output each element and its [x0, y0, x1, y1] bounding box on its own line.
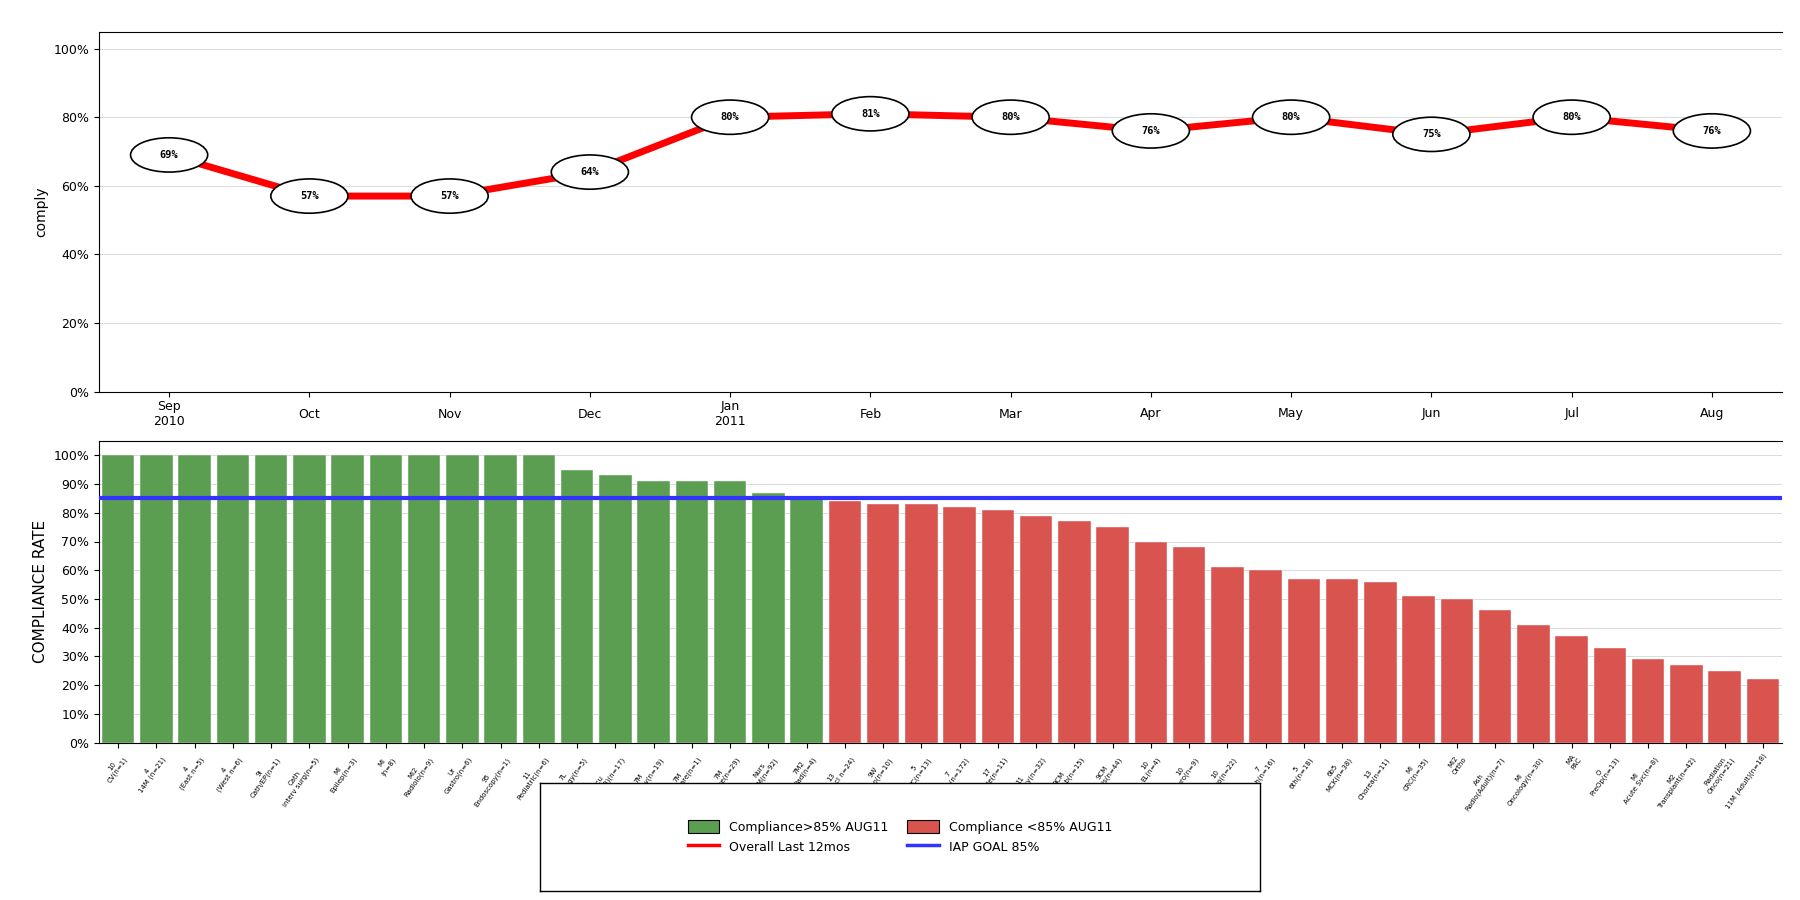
Text: Jul: Jul — [1564, 408, 1579, 420]
Text: Mar: Mar — [999, 408, 1022, 420]
Bar — [1480, 610, 1512, 742]
Ellipse shape — [410, 179, 488, 213]
Ellipse shape — [551, 155, 628, 189]
Bar — [484, 455, 517, 742]
Bar — [1402, 596, 1435, 742]
Text: 81%: 81% — [860, 109, 880, 119]
Bar — [905, 504, 938, 742]
Bar — [256, 455, 288, 742]
Bar — [790, 499, 823, 742]
Bar — [562, 470, 594, 742]
Bar — [1096, 527, 1129, 742]
Text: Feb: Feb — [859, 408, 882, 420]
Bar — [868, 504, 900, 742]
Text: Apr: Apr — [1139, 408, 1161, 420]
Text: 57%: 57% — [441, 191, 459, 201]
Text: Oct: Oct — [299, 408, 320, 420]
Ellipse shape — [1534, 100, 1611, 134]
Ellipse shape — [1253, 100, 1330, 134]
Text: 76%: 76% — [1703, 126, 1721, 136]
Bar — [331, 455, 364, 742]
Y-axis label: comply: comply — [34, 186, 49, 237]
Text: 76%: 76% — [1141, 126, 1161, 136]
Bar — [369, 455, 401, 742]
Text: 80%: 80% — [1001, 112, 1021, 122]
Bar — [1555, 636, 1588, 742]
Bar — [1593, 648, 1625, 742]
Ellipse shape — [1112, 113, 1190, 148]
Bar — [1021, 516, 1053, 742]
Text: 69%: 69% — [160, 150, 178, 160]
Bar — [1174, 547, 1206, 742]
Text: 57%: 57% — [301, 191, 319, 201]
Text: Jan
2011: Jan 2011 — [715, 400, 745, 428]
Ellipse shape — [972, 100, 1049, 134]
Legend: Compliance>85% AUG11, Overall Last 12mos, Compliance <85% AUG11, IAP GOAL 85%: Compliance>85% AUG11, Overall Last 12mos… — [682, 814, 1118, 860]
Bar — [1134, 542, 1166, 742]
Bar — [1327, 579, 1359, 742]
Bar — [1287, 579, 1319, 742]
Y-axis label: COMPLIANCE RATE: COMPLIANCE RATE — [32, 520, 49, 663]
Bar — [1670, 665, 1703, 742]
Bar — [599, 475, 632, 742]
Bar — [409, 455, 441, 742]
Bar — [981, 510, 1013, 742]
Bar — [637, 482, 670, 742]
Bar — [293, 455, 326, 742]
Bar — [1708, 670, 1741, 742]
Text: May: May — [1278, 408, 1303, 420]
Bar — [216, 455, 248, 742]
Bar — [522, 455, 554, 742]
Bar — [140, 455, 173, 742]
Bar — [1440, 598, 1472, 742]
Bar — [1364, 581, 1397, 742]
Text: Nov: Nov — [437, 408, 463, 420]
Text: Aug: Aug — [1699, 408, 1724, 420]
Bar — [943, 507, 976, 742]
Ellipse shape — [832, 96, 909, 130]
Ellipse shape — [270, 179, 347, 213]
Bar — [828, 501, 860, 742]
Text: 75%: 75% — [1422, 130, 1440, 140]
Bar — [675, 482, 707, 742]
Text: 64%: 64% — [580, 167, 599, 177]
Bar — [1517, 625, 1550, 742]
Bar — [103, 455, 135, 742]
Text: 80%: 80% — [1562, 112, 1580, 122]
Text: Sep
2010: Sep 2010 — [153, 400, 185, 428]
Bar — [1633, 659, 1665, 742]
Bar — [1211, 567, 1244, 742]
Ellipse shape — [131, 138, 207, 172]
Bar — [1249, 571, 1282, 742]
Bar — [178, 455, 211, 742]
Bar — [752, 492, 785, 742]
Bar — [1746, 680, 1778, 742]
Ellipse shape — [1393, 117, 1471, 151]
Text: Jun: Jun — [1422, 408, 1442, 420]
Ellipse shape — [1674, 113, 1750, 148]
Bar — [446, 455, 479, 742]
Text: 80%: 80% — [720, 112, 740, 122]
Bar — [1058, 521, 1091, 742]
Text: 80%: 80% — [1282, 112, 1300, 122]
Text: Dec: Dec — [578, 408, 601, 420]
Ellipse shape — [691, 100, 769, 134]
Bar — [715, 482, 747, 742]
